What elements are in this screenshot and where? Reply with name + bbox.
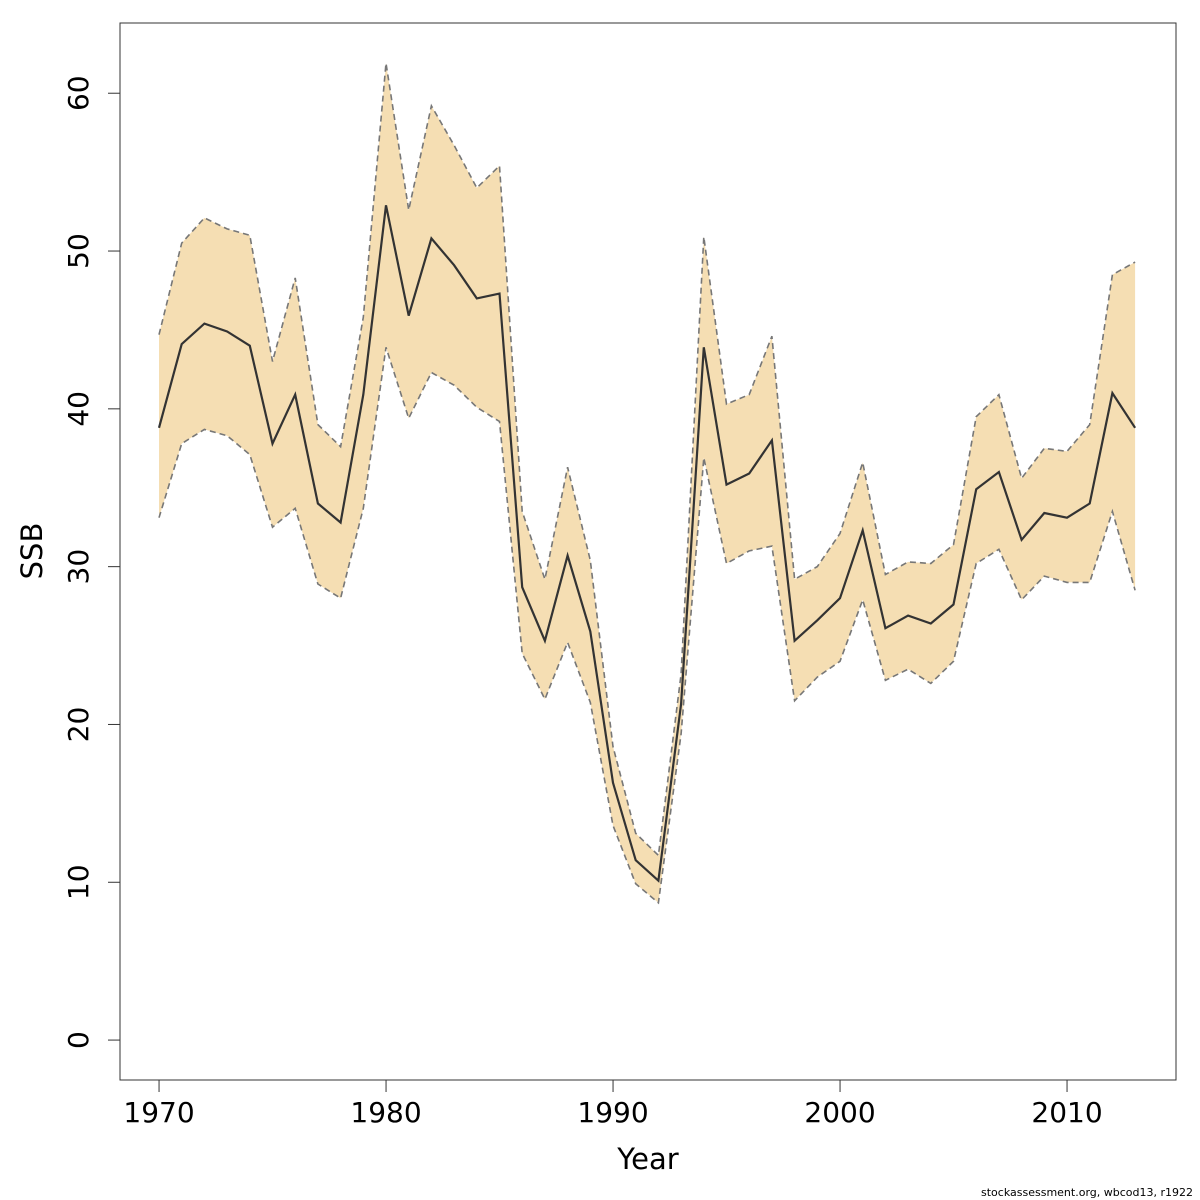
- y-tick-label: 60: [62, 75, 95, 111]
- upper-bound-line: [158, 63, 1136, 858]
- x-tick-label: 2010: [1031, 1096, 1102, 1129]
- y-tick-label: 50: [62, 233, 95, 269]
- y-tick-label: 30: [62, 549, 95, 585]
- footnote: stockassessment.org, wbcod13, r1922: [981, 1186, 1193, 1199]
- x-tick-label: 1980: [350, 1096, 421, 1129]
- y-tick-label: 40: [62, 391, 95, 427]
- y-tick-label: 0: [62, 1031, 95, 1049]
- x-axis-label: Year: [616, 1142, 678, 1176]
- y-tick-label: 10: [62, 864, 95, 900]
- y-tick-label: 20: [62, 707, 95, 743]
- x-tick-label: 1970: [123, 1096, 194, 1129]
- x-tick-label: 1990: [577, 1096, 648, 1129]
- x-tick-label: 2000: [804, 1096, 875, 1129]
- ssb-line: [157, 205, 1137, 883]
- y-axis-label: SSB: [15, 523, 49, 580]
- plot-frame: [119, 22, 1177, 1081]
- confidence-band: [159, 63, 1136, 903]
